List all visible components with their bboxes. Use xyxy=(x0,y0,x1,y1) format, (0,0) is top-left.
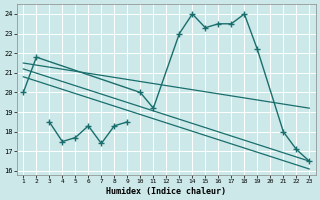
X-axis label: Humidex (Indice chaleur): Humidex (Indice chaleur) xyxy=(106,187,226,196)
